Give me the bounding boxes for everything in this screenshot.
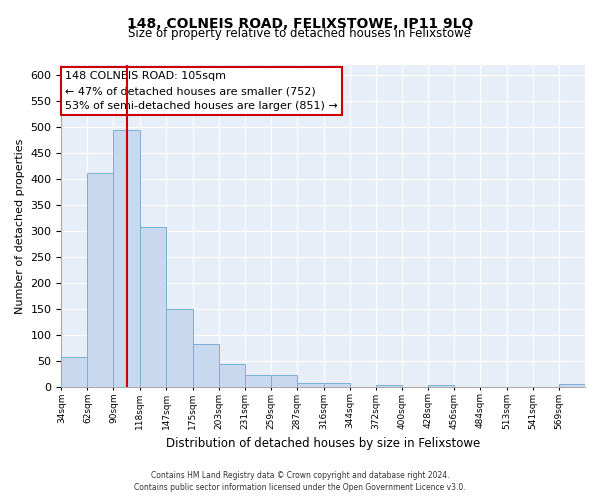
X-axis label: Distribution of detached houses by size in Felixstowe: Distribution of detached houses by size … xyxy=(166,437,481,450)
Text: Contains HM Land Registry data © Crown copyright and database right 2024.
Contai: Contains HM Land Registry data © Crown c… xyxy=(134,471,466,492)
Bar xyxy=(113,130,140,386)
Y-axis label: Number of detached properties: Number of detached properties xyxy=(15,138,25,314)
Bar xyxy=(140,228,166,386)
Text: 148 COLNEIS ROAD: 105sqm
← 47% of detached houses are smaller (752)
53% of semi-: 148 COLNEIS ROAD: 105sqm ← 47% of detach… xyxy=(65,71,338,111)
Bar xyxy=(376,385,402,386)
Bar xyxy=(245,376,271,386)
Text: 148, COLNEIS ROAD, FELIXSTOWE, IP11 9LQ: 148, COLNEIS ROAD, FELIXSTOWE, IP11 9LQ xyxy=(127,18,473,32)
Bar xyxy=(323,383,350,386)
Bar xyxy=(61,357,88,386)
Bar xyxy=(428,385,454,386)
Bar xyxy=(166,310,193,386)
Bar xyxy=(559,384,585,386)
Bar xyxy=(218,364,245,386)
Bar xyxy=(193,344,218,387)
Bar xyxy=(88,173,113,386)
Text: Size of property relative to detached houses in Felixstowe: Size of property relative to detached ho… xyxy=(128,28,472,40)
Bar xyxy=(271,376,296,386)
Bar xyxy=(296,382,323,386)
